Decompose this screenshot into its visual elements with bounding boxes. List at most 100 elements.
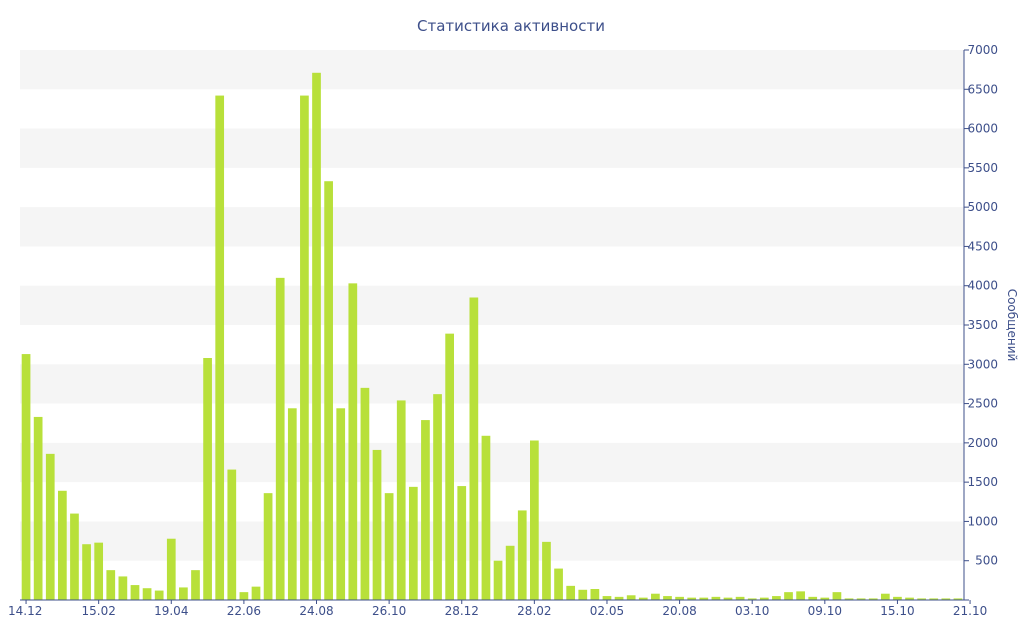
bar[interactable] bbox=[566, 585, 576, 600]
x-tick-label: 15.10 bbox=[880, 604, 914, 618]
bar[interactable] bbox=[263, 493, 273, 600]
bar[interactable] bbox=[929, 598, 939, 600]
y-tick-label: 3000 bbox=[967, 357, 998, 371]
bar[interactable] bbox=[445, 333, 454, 600]
x-tick-label: 20.08 bbox=[662, 604, 696, 618]
bar[interactable] bbox=[396, 400, 406, 600]
bar[interactable] bbox=[82, 544, 91, 600]
bar[interactable] bbox=[868, 598, 878, 600]
y-tick-label: 7000 bbox=[967, 43, 998, 57]
bar[interactable] bbox=[33, 416, 43, 600]
bar[interactable] bbox=[772, 596, 781, 600]
grid-band bbox=[20, 521, 964, 561]
bar[interactable] bbox=[517, 510, 527, 600]
grid-band bbox=[20, 207, 964, 247]
bar[interactable] bbox=[372, 449, 382, 600]
bar[interactable] bbox=[893, 596, 902, 600]
bar[interactable] bbox=[953, 598, 963, 600]
bar[interactable] bbox=[215, 95, 225, 601]
bar[interactable] bbox=[421, 420, 430, 600]
y-tick-label: 5000 bbox=[967, 200, 998, 214]
bar[interactable] bbox=[493, 560, 503, 600]
x-tick-label: 09.10 bbox=[808, 604, 842, 618]
x-tick-label: 22.06 bbox=[227, 604, 261, 618]
bar[interactable] bbox=[651, 593, 660, 600]
bar[interactable] bbox=[784, 592, 793, 600]
bar[interactable] bbox=[905, 597, 914, 600]
bar[interactable] bbox=[505, 545, 515, 600]
bar[interactable] bbox=[227, 469, 237, 600]
bar[interactable] bbox=[723, 597, 733, 600]
bar[interactable] bbox=[638, 597, 648, 600]
bar[interactable] bbox=[590, 589, 600, 600]
bar[interactable] bbox=[191, 570, 200, 600]
bar[interactable] bbox=[457, 486, 467, 600]
x-tick-label: 28.12 bbox=[445, 604, 479, 618]
bar[interactable] bbox=[287, 408, 297, 600]
bar[interactable] bbox=[130, 585, 140, 600]
x-tick-label: 21.10 bbox=[953, 604, 987, 618]
bar[interactable] bbox=[166, 538, 176, 600]
bar[interactable] bbox=[554, 568, 563, 600]
grid-band bbox=[20, 364, 964, 404]
bar[interactable] bbox=[45, 453, 55, 600]
bar[interactable] bbox=[530, 440, 539, 601]
bar[interactable] bbox=[275, 277, 285, 600]
bar[interactable] bbox=[578, 589, 588, 600]
y-tick-label: 1000 bbox=[967, 514, 998, 528]
bar[interactable] bbox=[70, 513, 79, 600]
bar[interactable] bbox=[348, 283, 358, 600]
bar[interactable] bbox=[360, 387, 370, 600]
bar[interactable] bbox=[142, 588, 152, 600]
bar[interactable] bbox=[626, 595, 636, 600]
bar[interactable] bbox=[832, 592, 842, 600]
bar[interactable] bbox=[820, 597, 830, 600]
bar[interactable] bbox=[408, 486, 418, 600]
bar[interactable] bbox=[324, 181, 333, 600]
bar[interactable] bbox=[94, 542, 104, 600]
bar[interactable] bbox=[602, 596, 612, 600]
bar[interactable] bbox=[336, 408, 346, 600]
bar[interactable] bbox=[312, 72, 321, 601]
bar[interactable] bbox=[433, 394, 442, 600]
bar[interactable] bbox=[917, 598, 926, 600]
bar[interactable] bbox=[203, 358, 212, 600]
bar[interactable] bbox=[663, 596, 672, 600]
bar[interactable] bbox=[469, 297, 479, 601]
bar[interactable] bbox=[300, 95, 309, 601]
bar[interactable] bbox=[759, 597, 769, 600]
x-tick-label: 03.10 bbox=[735, 604, 769, 618]
bar[interactable] bbox=[58, 490, 67, 600]
bar[interactable] bbox=[239, 592, 249, 600]
y-tick-label: 3500 bbox=[967, 318, 998, 332]
bar[interactable] bbox=[735, 596, 745, 600]
bar[interactable] bbox=[699, 597, 709, 600]
x-tick-label: 24.08 bbox=[299, 604, 333, 618]
y-axis-title: Сообщений bbox=[1005, 289, 1019, 362]
bar[interactable] bbox=[675, 596, 684, 600]
y-tick-label: 500 bbox=[975, 554, 998, 568]
bar[interactable] bbox=[856, 598, 866, 600]
bar[interactable] bbox=[384, 493, 394, 600]
bar[interactable] bbox=[711, 596, 721, 600]
bar[interactable] bbox=[747, 598, 757, 600]
x-tick-label: 28.02 bbox=[517, 604, 551, 618]
bar[interactable] bbox=[542, 541, 551, 600]
y-tick-label: 6500 bbox=[967, 82, 998, 96]
bar[interactable] bbox=[614, 596, 624, 600]
bar[interactable] bbox=[880, 593, 890, 600]
bar[interactable] bbox=[687, 597, 697, 600]
bar[interactable] bbox=[251, 586, 261, 600]
bar[interactable] bbox=[106, 570, 116, 600]
bar[interactable] bbox=[154, 590, 164, 600]
bar[interactable] bbox=[941, 598, 951, 600]
y-tick-label: 6000 bbox=[967, 122, 998, 136]
bar[interactable] bbox=[481, 435, 491, 600]
bar[interactable] bbox=[179, 587, 188, 600]
bar[interactable] bbox=[118, 576, 128, 600]
bar[interactable] bbox=[844, 598, 854, 600]
bar[interactable] bbox=[796, 591, 805, 600]
bar[interactable] bbox=[21, 354, 31, 600]
bar[interactable] bbox=[808, 596, 818, 600]
